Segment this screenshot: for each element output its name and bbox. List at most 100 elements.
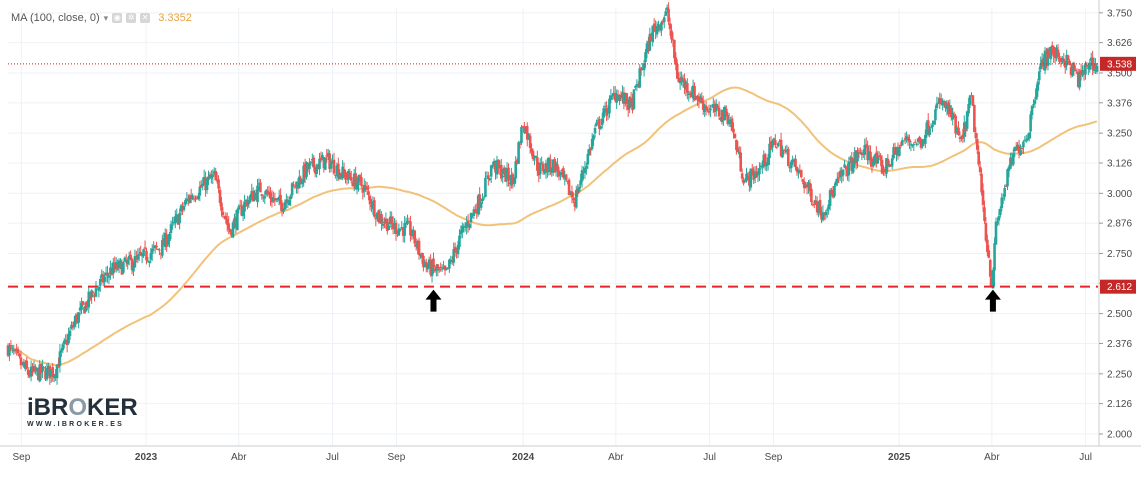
candle-body: [983, 207, 986, 221]
candle-body: [856, 151, 859, 162]
candle-body: [100, 274, 104, 278]
candle-body: [573, 201, 577, 207]
candle-body: [896, 146, 900, 156]
candle-body: [508, 182, 512, 184]
candle-body: [635, 83, 639, 86]
candle-body: [700, 97, 704, 104]
candle-body: [1085, 64, 1089, 67]
price-tick-label: 2.126: [1107, 399, 1132, 410]
candle-body: [895, 147, 898, 155]
candle-body: [231, 222, 235, 238]
candle-body: [194, 198, 197, 200]
candle-body: [482, 197, 486, 199]
candle-body: [31, 366, 34, 372]
candle-body: [938, 98, 942, 104]
candle-body: [618, 94, 621, 101]
gear-icon[interactable]: ✲: [126, 13, 137, 23]
candle-body: [1089, 57, 1093, 61]
candle-body: [499, 164, 503, 179]
candle-body: [381, 223, 385, 226]
candle-body: [980, 173, 983, 193]
candle-body: [57, 363, 60, 368]
candle-body: [779, 139, 783, 157]
candle-body: [518, 143, 522, 145]
candle-body: [1040, 59, 1044, 65]
candle-body: [420, 253, 424, 258]
candle-body: [1019, 150, 1022, 156]
candle-body: [648, 33, 652, 51]
candle-body: [795, 166, 799, 172]
indicator-legend[interactable]: MA (100, close, 0) ▾ ◉ ✲ ✕ 3.3352: [11, 12, 192, 24]
candle-body: [937, 102, 940, 104]
candle-body: [973, 105, 976, 133]
candle-body: [250, 190, 254, 197]
candle-body: [1079, 70, 1083, 75]
candle-body: [423, 263, 427, 268]
candle-body: [24, 362, 27, 369]
candle-body: [455, 248, 458, 253]
candle-body: [228, 228, 232, 233]
candle-body: [587, 149, 591, 155]
candle-body: [263, 196, 267, 199]
candle-body: [225, 219, 229, 225]
candle-body: [817, 201, 820, 213]
candle-body: [148, 261, 151, 263]
close-icon[interactable]: ✕: [140, 13, 151, 23]
candle-body: [1013, 146, 1017, 152]
candle-body: [887, 164, 891, 167]
candle-body: [302, 165, 305, 183]
candle-body: [668, 23, 672, 30]
candle-body: [945, 104, 949, 110]
candle-body: [391, 222, 395, 230]
candle-body: [244, 199, 248, 201]
candle-body: [766, 157, 770, 166]
candle-body: [479, 202, 483, 208]
candle-body: [510, 174, 513, 186]
chevron-down-icon[interactable]: ▾: [103, 12, 109, 23]
candle-body: [104, 272, 108, 276]
candle-body: [838, 171, 842, 178]
candle-body: [117, 260, 121, 269]
candle-body: [432, 258, 435, 268]
candle-body: [684, 81, 688, 90]
eye-icon[interactable]: ◉: [112, 13, 123, 23]
indicator-name[interactable]: MA (100, close, 0): [11, 12, 100, 24]
candle-body: [146, 260, 150, 262]
candle-body: [94, 288, 98, 297]
candle-body: [1072, 62, 1076, 71]
candle-body: [765, 163, 768, 167]
price-tick-label: 3.750: [1107, 8, 1132, 19]
candle-body: [75, 314, 79, 323]
candle-body: [137, 253, 141, 256]
candle-body: [874, 152, 878, 164]
candle-body: [502, 167, 506, 175]
candle-body: [319, 157, 323, 160]
candle-body: [174, 216, 177, 224]
candle-body: [703, 105, 706, 112]
candle-body: [605, 108, 608, 116]
candle-body: [540, 162, 543, 164]
candle-body: [704, 105, 708, 110]
candle-body: [422, 255, 425, 268]
candle-body: [720, 109, 724, 123]
candle-body: [41, 366, 44, 372]
candle-body: [811, 204, 815, 206]
candle-body: [207, 176, 210, 181]
candle-body: [621, 92, 624, 99]
candle-body: [397, 228, 401, 236]
candle-body: [191, 196, 194, 200]
candle-body: [944, 101, 947, 108]
candle-body: [517, 142, 520, 164]
candle-body: [152, 246, 155, 248]
candle-body: [859, 152, 862, 154]
candle-body: [88, 291, 92, 300]
candle-body: [949, 107, 953, 118]
candle-body: [626, 104, 630, 110]
candle-body: [338, 173, 342, 180]
candle-body: [178, 212, 181, 224]
candle-body: [162, 238, 166, 246]
candle-body: [35, 368, 39, 370]
candle-body: [45, 368, 49, 380]
candle-body: [991, 269, 995, 289]
